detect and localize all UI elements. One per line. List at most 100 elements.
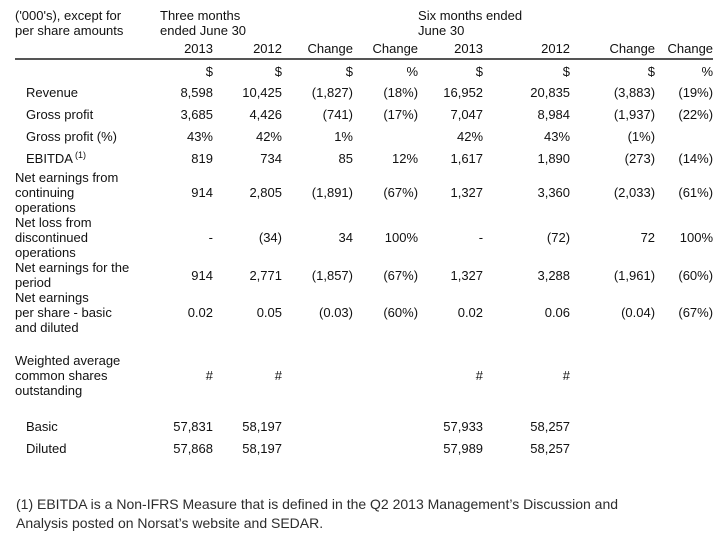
spacer-row [15,335,713,353]
cell-value: 58,257 [530,441,571,456]
cell-value: 20,835 [530,85,571,100]
cell-value [570,438,655,460]
cell-value: 1% [334,129,353,144]
cell-value: (0.04) [621,305,656,320]
table-row: EBITDA (1) 819 734 85 12% 1,617 1,890 (273) (14%) [15,148,713,170]
cell-value: 42% [255,129,282,144]
cell-value: (34) [258,230,282,245]
cell-value: (67%) [678,305,714,320]
cell-value: 1,617 [450,151,484,166]
row-label: Net earnings per share - basic and dilut… [15,290,112,335]
year-header: 2013 [160,38,213,60]
cell-value: (14%) [678,151,714,166]
year-header: Change [353,38,419,60]
cell-value: (1%) [627,129,656,144]
row-label: Diluted [26,441,67,456]
financial-results-table: ('000's), except for per share amounts T… [15,8,714,460]
cell-value: 3,685 [180,107,213,122]
table-row: Net earnings per share - basic and dilut… [15,290,713,335]
cell-value: 2,771 [249,267,282,283]
unit-label: $ [345,64,353,79]
cell-value: 0.02 [187,305,213,320]
spacer-cell [15,398,713,416]
cell-value [570,416,655,438]
cell-value [655,126,713,148]
cell-value: (60%) [383,305,419,320]
cell-value [570,353,655,398]
cell-value: 58,197 [242,441,282,456]
cell-value: (67%) [383,185,419,200]
cell-value: 4,426 [249,107,282,122]
cell-value: 0.06 [544,305,571,320]
year-header: 2012 [213,38,282,60]
table-row: Weighted average common shares outstandi… [15,353,713,398]
cell-value: 57,831 [173,419,213,434]
cell-value: (22%) [678,107,714,122]
footnote-ref: (1) [74,149,86,160]
cell-value: (17%) [383,107,419,122]
unit-header-row: $ $ $ % $ $ $ % [15,59,713,82]
footnote: (1) EBITDA is a Non-IFRS Measure that is… [16,496,619,531]
row-label: Net loss from discontinued operations [15,215,92,260]
cell-value: (1,937) [613,107,656,122]
year-header-empty [15,38,160,60]
table-row: Gross profit 3,685 4,426 (741) (17%) 7,047 8,9… [15,104,713,126]
cell-value: (2,033) [613,185,656,200]
cell-value: # [475,368,484,383]
table-row: Net earnings from continuing operations 9… [15,170,713,215]
group-header-three-months: Three months ended June 30 [160,8,247,38]
year-header-row: 2013 2012 Change Change 2013 2012 Change… [15,38,714,60]
cell-value: 819 [191,151,213,166]
row-label: Revenue [26,85,79,100]
row-label: Basic [26,419,58,434]
cell-value: 57,933 [443,419,484,434]
row-label: Gross profit (%) [26,129,118,144]
unit-label: $ [205,64,213,79]
cell-value [655,438,713,460]
row-label: Gross profit [26,107,94,122]
cell-value: 2,805 [249,185,282,200]
group-header-six-months: Six months ended June 30 [418,8,523,38]
row-label: Net earnings from continuing operations [15,170,119,215]
cell-value: (1,857) [311,267,353,283]
unit-empty [15,59,160,82]
cell-value [282,438,353,460]
cell-value [282,353,353,398]
unit-label: $ [475,64,484,79]
cell-value: 0.05 [256,305,282,320]
cell-value: 57,868 [173,441,213,456]
cell-value: (18%) [383,85,419,100]
cell-value [353,126,418,148]
cell-value: (741) [322,107,353,122]
year-header: 2013 [418,38,484,60]
year-header: Change [655,38,714,60]
table-row: Basic 57,831 58,197 57,933 58,257 [15,416,713,438]
cell-value: 43% [186,129,213,144]
cell-value: 0.02 [457,305,484,320]
cell-value: 8,598 [180,85,213,100]
cell-value: (0.03) [319,305,353,320]
cell-value: 34 [338,230,353,245]
cell-value: (67%) [383,267,419,283]
cell-value: (1,827) [311,85,353,100]
cell-value: 3,360 [537,185,571,200]
cell-value: 85 [338,151,353,166]
cell-value: 8,984 [537,107,571,122]
table-body: Revenue 8,598 10,425 (1,827) (18%) 16,952 20,8… [15,82,713,460]
cell-value: 42% [457,129,484,144]
cell-value: (60%) [678,267,714,283]
table-row: Net loss from discontinued operations - (3… [15,215,713,260]
cell-value: 72 [640,230,656,245]
table-row: Revenue 8,598 10,425 (1,827) (18%) 16,952 20,8… [15,82,713,104]
cell-value: 3,288 [537,267,571,283]
cell-value: 1,327 [450,267,484,283]
cell-value: (61%) [678,185,714,200]
table-row: Diluted 57,868 58,197 57,989 58,257 [15,438,713,460]
cell-value: 16,952 [443,85,484,100]
cell-value: 100% [679,230,714,245]
unit-label: % [406,64,419,79]
cell-value: (72) [546,230,571,245]
unit-label: $ [647,64,656,79]
year-header: Change [282,38,353,60]
cell-value [655,416,713,438]
